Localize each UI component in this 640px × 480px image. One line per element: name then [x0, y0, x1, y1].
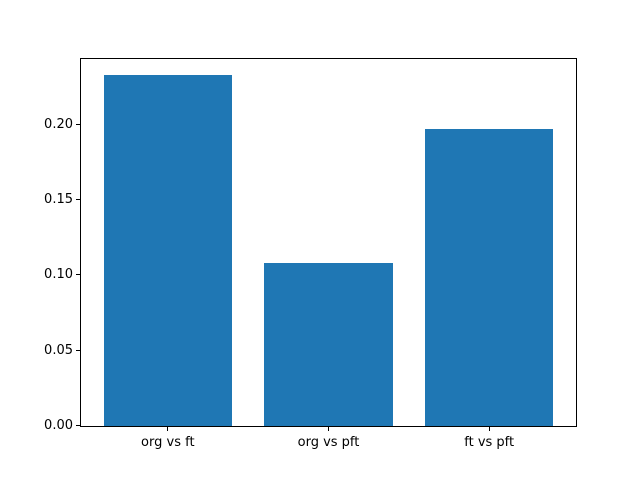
- y-tick-label: 0.00: [44, 418, 73, 433]
- bar: [264, 263, 393, 426]
- x-tick-label: ft vs pft: [464, 435, 515, 450]
- y-tick-mark: [76, 349, 80, 351]
- x-tick-mark: [167, 427, 169, 431]
- y-tick-mark: [76, 198, 80, 200]
- y-tick-label: 0.15: [44, 191, 73, 207]
- plot-area: [80, 58, 577, 427]
- y-tick-label: 0.05: [44, 342, 73, 358]
- x-tick-mark: [328, 427, 329, 431]
- y-tick-label: 0.20: [44, 116, 73, 132]
- y-tick-mark: [76, 123, 80, 125]
- bar: [424, 129, 554, 426]
- y-tick-mark: [76, 274, 80, 276]
- x-tick-mark: [488, 427, 490, 431]
- bar: [103, 74, 233, 426]
- x-tick-label: org vs ft: [141, 435, 195, 450]
- y-tick-mark: [76, 425, 80, 426]
- x-tick-label: org vs pft: [297, 435, 360, 450]
- y-tick-label: 0.10: [44, 267, 73, 283]
